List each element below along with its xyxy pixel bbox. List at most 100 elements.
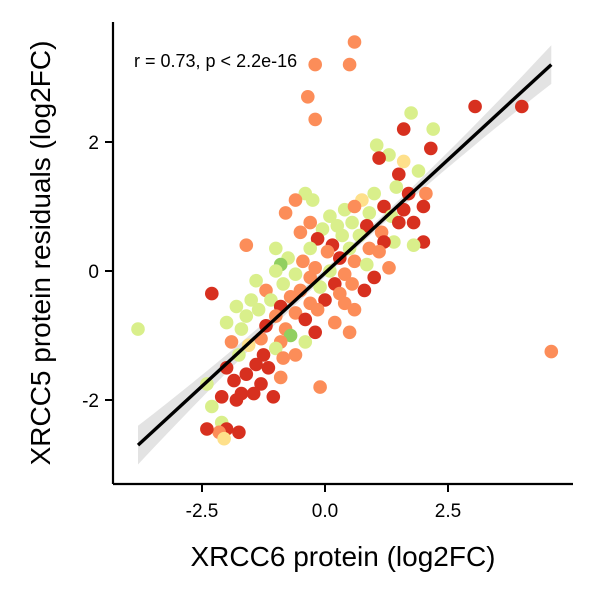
x-tick-label: 0.0 — [312, 501, 338, 522]
data-point — [392, 167, 406, 182]
data-point — [342, 57, 357, 72]
data-point — [396, 122, 411, 136]
data-point — [256, 348, 271, 362]
data-point — [396, 202, 411, 217]
regression-line — [136, 63, 553, 447]
data-point — [468, 99, 482, 114]
data-point — [303, 270, 318, 285]
data-point — [244, 293, 258, 307]
data-point — [515, 99, 529, 114]
data-point — [278, 206, 293, 220]
ticks-layer: -2.5 0.0 2.5 -2 0 2 — [82, 133, 461, 522]
data-point — [337, 296, 352, 311]
data-point — [301, 90, 315, 104]
data-point — [345, 215, 359, 230]
data-point — [264, 293, 278, 307]
data-point — [224, 335, 239, 349]
data-point — [205, 399, 219, 414]
data-point — [269, 241, 283, 256]
data-point — [232, 425, 246, 440]
data-point — [372, 244, 386, 259]
data-point — [269, 264, 283, 278]
data-point — [200, 422, 214, 436]
data-point — [404, 106, 418, 120]
data-point — [298, 335, 313, 349]
x-tick-label: 2.5 — [435, 501, 461, 522]
data-point — [347, 199, 362, 214]
data-point — [335, 228, 350, 243]
data-point — [276, 351, 291, 365]
data-point — [298, 312, 313, 327]
data-points-layer — [131, 35, 559, 446]
data-point — [360, 257, 374, 272]
data-point — [426, 122, 441, 136]
data-point — [239, 309, 254, 323]
data-point — [345, 277, 359, 291]
data-point — [308, 112, 323, 127]
data-point — [406, 215, 421, 230]
data-point — [239, 367, 254, 382]
data-point — [308, 57, 323, 72]
data-point — [217, 431, 231, 446]
data-point — [269, 341, 283, 356]
data-point — [219, 315, 234, 330]
data-point — [389, 180, 404, 194]
data-point — [303, 215, 318, 230]
data-point — [328, 315, 342, 330]
data-point — [251, 302, 266, 317]
regression-line-layer — [136, 63, 553, 447]
data-point — [288, 348, 303, 362]
data-point — [347, 302, 362, 317]
data-point — [131, 322, 145, 336]
data-point — [293, 225, 308, 240]
data-point — [342, 325, 357, 340]
data-point — [219, 361, 234, 375]
data-point — [249, 273, 263, 288]
data-point — [288, 193, 303, 207]
y-axis-title: XRCC5 protein residuals (log2FC) — [25, 41, 56, 466]
data-point — [273, 370, 288, 385]
y-tick-label: 0 — [88, 262, 99, 283]
data-point — [320, 244, 335, 259]
data-point — [367, 270, 382, 285]
data-point — [283, 328, 298, 343]
data-point — [276, 277, 291, 291]
data-point — [323, 209, 337, 223]
data-point — [288, 267, 303, 282]
data-point — [313, 280, 327, 294]
x-tick-label: -2.5 — [186, 501, 219, 522]
data-point — [544, 344, 559, 359]
data-point — [362, 206, 377, 220]
data-point — [296, 254, 310, 269]
data-point — [229, 393, 244, 407]
y-tick-label: -2 — [82, 391, 99, 412]
data-point — [205, 286, 219, 301]
data-point — [227, 373, 241, 388]
data-point — [303, 241, 318, 256]
data-point — [214, 390, 229, 404]
x-axis-title: XRCC6 protein (log2FC) — [191, 541, 496, 572]
data-point — [246, 386, 261, 401]
data-point — [387, 235, 401, 249]
data-point — [249, 357, 263, 372]
data-point — [357, 283, 372, 298]
data-point — [347, 254, 362, 269]
data-point — [310, 232, 325, 246]
data-point — [318, 293, 332, 307]
data-point — [266, 390, 281, 404]
data-point — [313, 380, 327, 394]
data-point — [308, 325, 323, 340]
data-point — [305, 193, 320, 207]
data-point — [261, 361, 276, 375]
data-point — [254, 377, 268, 391]
data-point — [239, 238, 254, 252]
y-tick-label: 2 — [88, 133, 99, 154]
data-point — [416, 199, 431, 214]
data-point — [288, 306, 303, 320]
data-point — [372, 151, 386, 165]
correlation-annotation: r = 0.73, p < 2.2e-16 — [134, 51, 297, 71]
data-point — [392, 215, 406, 230]
data-point — [369, 138, 384, 152]
